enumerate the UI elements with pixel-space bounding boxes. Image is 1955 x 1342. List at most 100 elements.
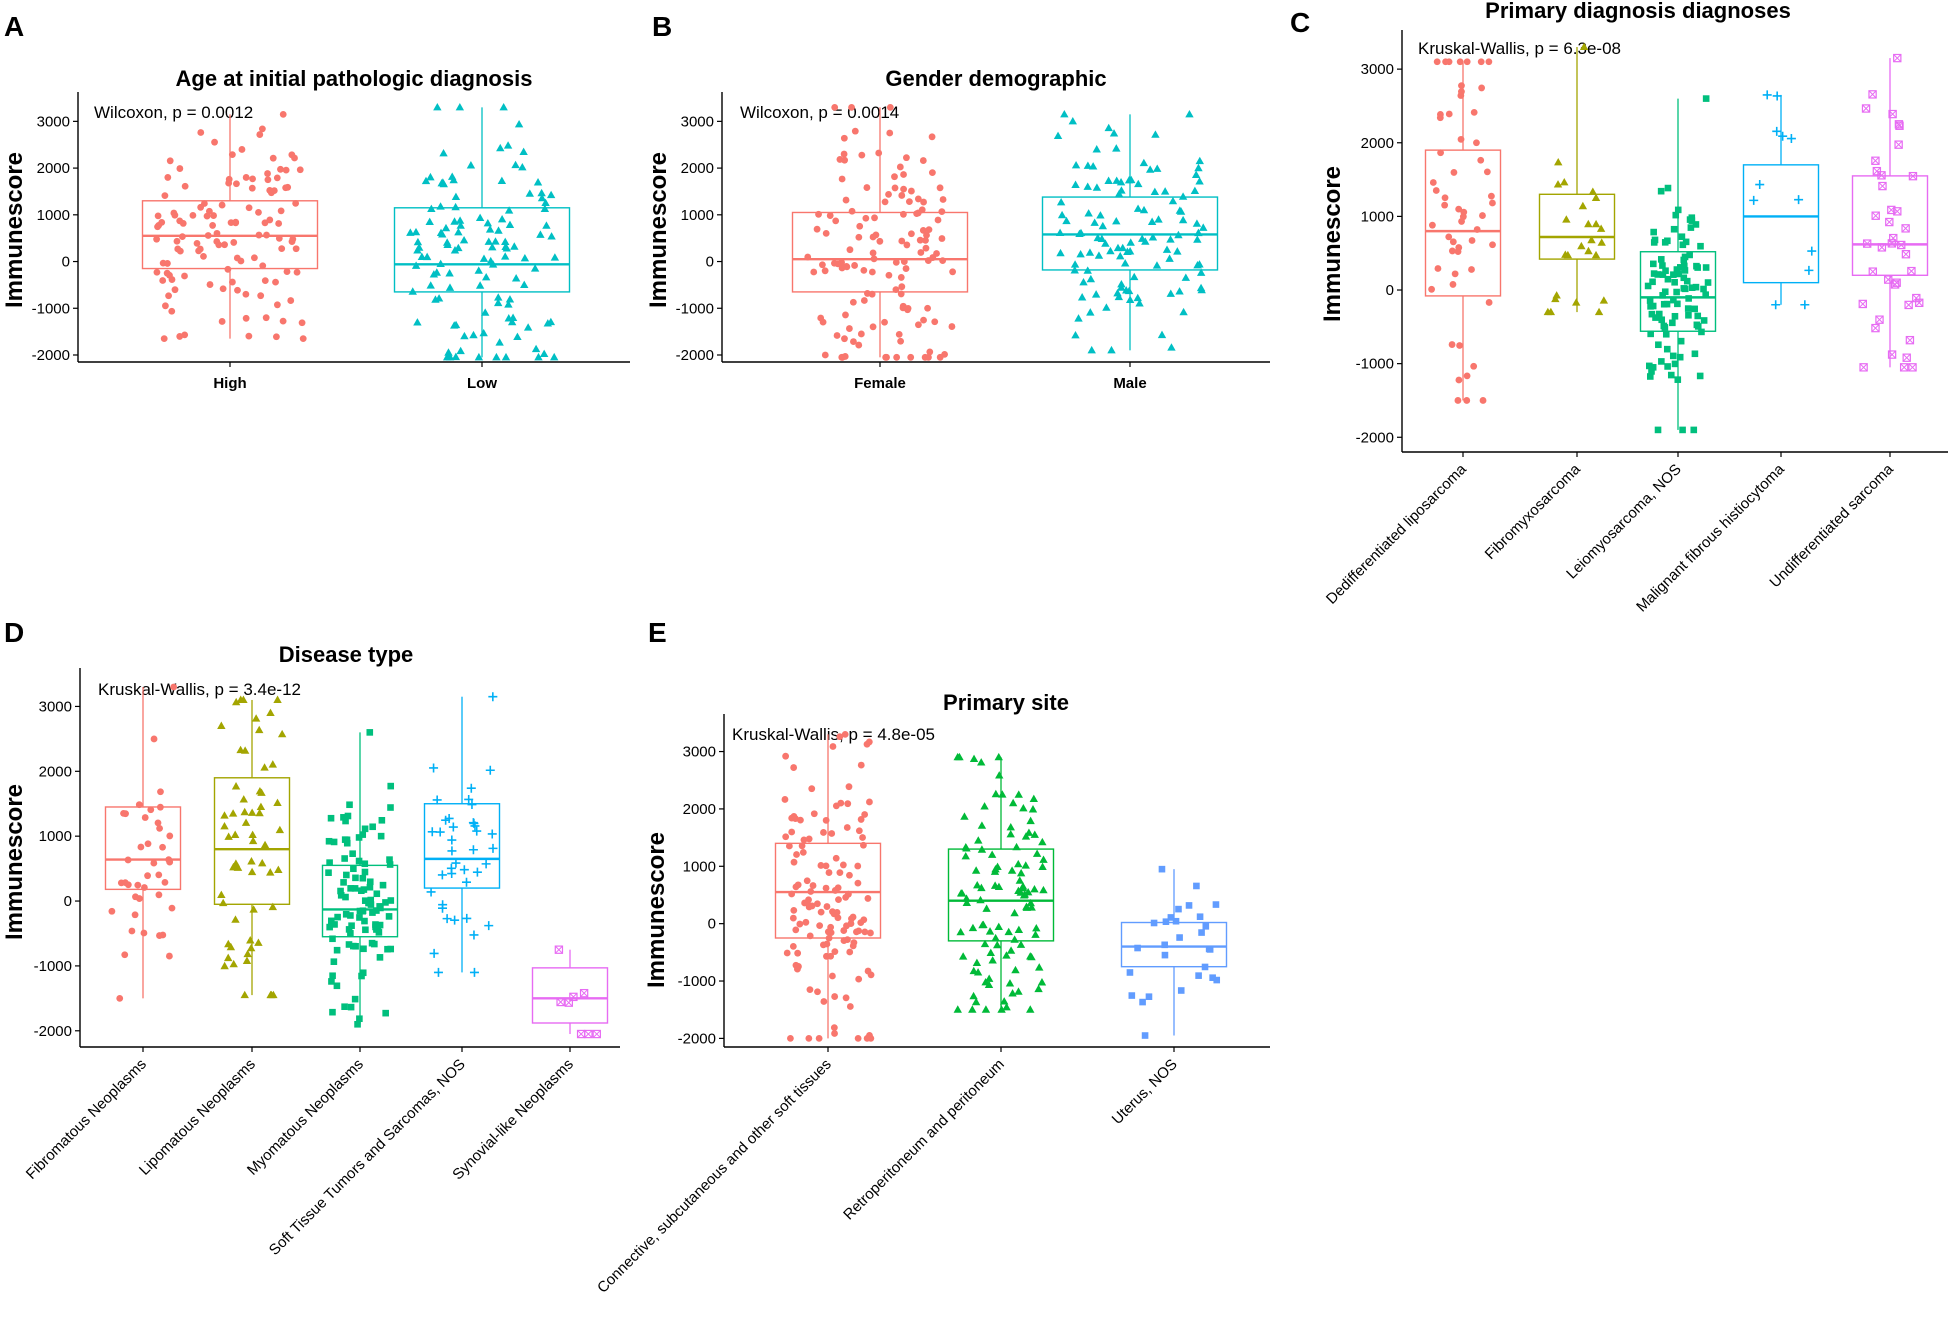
data-point: [1030, 885, 1039, 893]
data-point: [1153, 164, 1162, 172]
data-point: [1654, 426, 1662, 434]
data-point: [1681, 267, 1689, 274]
data-point: [1477, 156, 1485, 164]
data-point: [230, 830, 240, 838]
data-point: [846, 871, 853, 879]
data-point: [971, 997, 981, 1006]
data-point: [1563, 250, 1573, 259]
data-point: [387, 782, 395, 790]
y-tick-label: 2000: [683, 801, 716, 818]
data-point: [218, 201, 226, 209]
data-point: [1451, 270, 1459, 278]
data-point: [862, 214, 870, 222]
data-point: [361, 868, 369, 876]
data-point: [356, 907, 364, 915]
data-point: [144, 840, 152, 848]
x-category-label: Retroperitoneum and peritoneum: [840, 1056, 1008, 1224]
data-point: [261, 277, 269, 284]
panel-d: D Disease type Kruskal-Wallis, p = 3.4e-…: [1, 617, 620, 1259]
data-point: [1858, 299, 1867, 309]
data-point: [371, 940, 378, 948]
data-point: [481, 308, 490, 316]
data-point: [850, 338, 857, 345]
data-point: [1193, 260, 1202, 269]
data-point: [984, 980, 994, 989]
data-point: [1786, 134, 1796, 144]
data-point: [501, 352, 511, 361]
data-point: [1448, 341, 1456, 348]
data-point: [1130, 272, 1139, 281]
data-point: [953, 752, 962, 761]
data-point: [242, 174, 250, 181]
data-point: [376, 954, 384, 961]
data-point: [1139, 998, 1146, 1006]
data-point: [343, 871, 350, 879]
data-point: [1702, 291, 1709, 298]
data-point: [1672, 211, 1680, 219]
panel-c: C Primary diagnosis diagnoses Kruskal-Wa…: [1290, 0, 1948, 615]
data-point: [542, 221, 551, 229]
data-point: [926, 348, 934, 356]
data-point: [550, 253, 560, 261]
data-point: [459, 865, 469, 875]
panel-c-x-labels: Dedifferentiated liposarcoma Fibromyxosar…: [1323, 460, 1897, 615]
data-point: [792, 926, 800, 934]
data-point: [1577, 241, 1586, 250]
data-point: [1436, 111, 1444, 118]
data-point: [229, 862, 238, 871]
data-point: [1091, 290, 1101, 298]
data-point: [831, 948, 839, 956]
data-point: [1090, 218, 1099, 226]
data-point: [1650, 228, 1657, 236]
data-point: [1670, 225, 1678, 233]
data-point: [1664, 363, 1671, 370]
data-point: [171, 211, 179, 219]
data-point: [1859, 363, 1868, 372]
data-point: [468, 845, 478, 855]
data-point: [860, 267, 868, 274]
data-point: [132, 893, 139, 901]
data-point: [351, 995, 359, 1003]
data-point: [1691, 350, 1699, 358]
data-point: [1004, 927, 1013, 936]
data-point: [1673, 266, 1681, 273]
data-point: [326, 859, 333, 866]
data-point: [958, 952, 968, 960]
data-point: [432, 795, 442, 805]
data-point: [411, 227, 421, 236]
data-point: [1671, 278, 1678, 286]
data-point: [241, 818, 251, 826]
data-point: [1057, 210, 1067, 219]
data-point: [1196, 913, 1204, 921]
data-point: [1912, 293, 1921, 303]
data-point: [270, 187, 278, 194]
data-point: [366, 878, 374, 886]
data-point: [346, 801, 353, 809]
data-point: [272, 278, 279, 286]
data-point: [378, 816, 386, 824]
data-point: [1126, 969, 1134, 976]
panel-b-boxes: [791, 107, 1219, 358]
data-point: [869, 323, 877, 331]
data-point: [435, 827, 445, 837]
data-point: [1428, 221, 1436, 229]
data-point: [792, 961, 800, 969]
data-point: [246, 943, 256, 952]
data-point: [820, 998, 828, 1005]
y-tick-label: -2000: [1356, 429, 1394, 446]
data-point: [829, 743, 837, 750]
data-point: [1657, 256, 1665, 263]
data-point: [1016, 868, 1026, 877]
data-point: [891, 173, 898, 181]
data-point: [1884, 275, 1893, 284]
data-point: [546, 190, 556, 199]
data-point: [1038, 837, 1047, 846]
data-point: [962, 898, 971, 906]
data-point: [840, 134, 848, 142]
data-point: [898, 283, 906, 291]
data-point: [491, 237, 500, 245]
data-point: [1648, 310, 1656, 318]
data-point: [1694, 264, 1701, 271]
data-point: [1650, 260, 1657, 268]
panel-a-test-label: Wilcoxon, p = 0.0012: [94, 103, 253, 122]
